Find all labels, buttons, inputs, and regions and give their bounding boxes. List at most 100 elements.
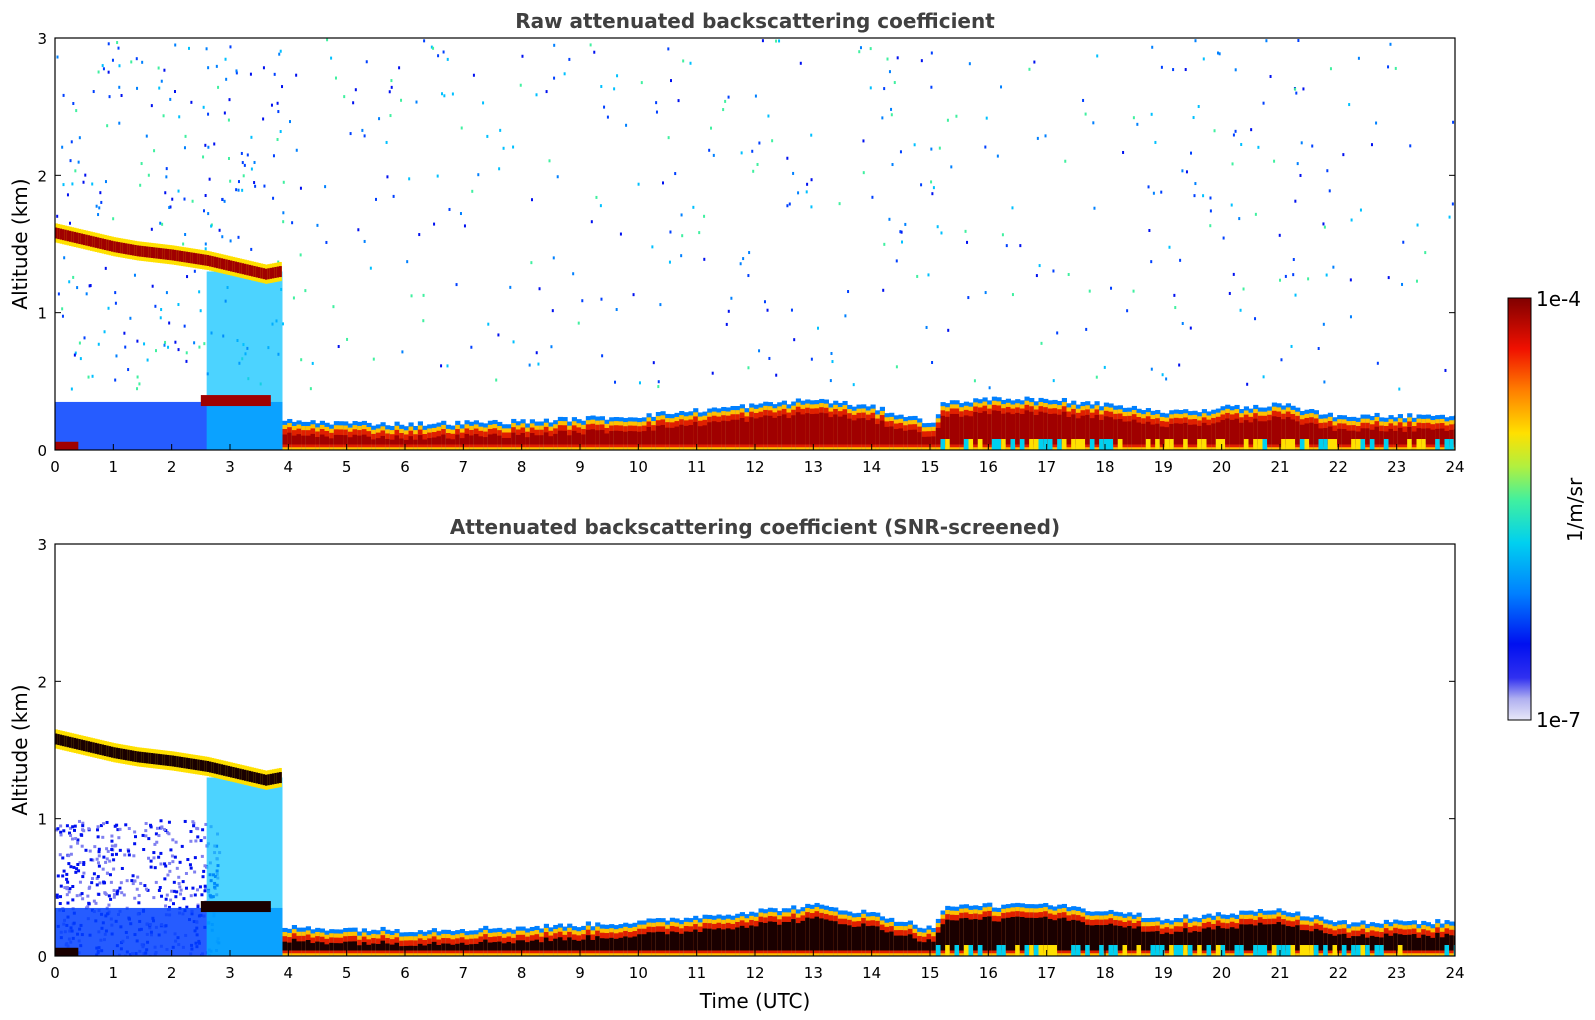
noise-speckle bbox=[545, 90, 548, 94]
boundary-layer-cell bbox=[837, 416, 843, 445]
noise-speckle bbox=[550, 345, 553, 349]
cloud-cell bbox=[276, 266, 280, 278]
boundary-layer-cell bbox=[1080, 415, 1086, 445]
boundary-layer-cell bbox=[557, 430, 563, 445]
cloud-cell bbox=[127, 749, 131, 761]
aerosol-cell bbox=[105, 857, 109, 861]
boundary-layer-cell bbox=[683, 931, 689, 951]
noise-speckle bbox=[1148, 228, 1151, 232]
boundary-layer-cell bbox=[1085, 414, 1091, 445]
noise-speckle bbox=[1240, 142, 1243, 146]
noise-speckle bbox=[810, 133, 813, 137]
noise-speckle bbox=[361, 128, 364, 132]
boundary-layer-cell bbox=[333, 943, 339, 951]
cloud-cell bbox=[169, 249, 173, 261]
noise-speckle bbox=[237, 235, 240, 239]
boundary-layer-cell bbox=[1131, 419, 1137, 445]
cloud-cell bbox=[262, 268, 266, 280]
noise-speckle bbox=[330, 56, 333, 60]
cloud-cell bbox=[113, 747, 117, 759]
boundary-layer-cell bbox=[987, 916, 993, 951]
noise-speckle bbox=[115, 354, 118, 358]
boundary-layer-cell bbox=[912, 938, 918, 951]
noise-speckle bbox=[272, 154, 275, 158]
noise-speckle bbox=[223, 199, 226, 203]
noise-speckle bbox=[793, 338, 796, 342]
cloud-cell bbox=[139, 751, 142, 763]
boundary-layer-cell bbox=[893, 935, 899, 951]
boundary-layer-cell bbox=[623, 936, 629, 951]
boundary-layer-cell bbox=[823, 413, 829, 445]
boundary-layer-cell bbox=[744, 927, 750, 951]
noise-speckle bbox=[61, 314, 64, 318]
noise-speckle bbox=[279, 130, 282, 134]
boundary-layer-cell bbox=[1318, 428, 1324, 445]
aerosol-cell bbox=[169, 848, 173, 852]
cloud-cell bbox=[66, 736, 70, 748]
noise-speckle bbox=[114, 291, 117, 295]
x-tick-label: 15 bbox=[920, 458, 939, 476]
noise-speckle bbox=[84, 173, 87, 177]
noise-speckle bbox=[692, 205, 695, 209]
noise-speckle bbox=[455, 283, 458, 287]
boundary-layer-cell bbox=[847, 418, 853, 445]
noise-speckle bbox=[1084, 112, 1087, 116]
boundary-layer-cell bbox=[711, 421, 717, 445]
cloud-cell bbox=[132, 244, 135, 256]
aerosol-cell bbox=[189, 839, 193, 843]
noise-speckle bbox=[932, 186, 935, 190]
noise-speckle bbox=[70, 140, 73, 144]
boundary-layer-cell bbox=[599, 938, 605, 951]
boundary-layer-cell bbox=[968, 439, 974, 450]
noise-speckle bbox=[512, 340, 515, 344]
boundary-layer-cell bbox=[487, 942, 493, 951]
noise-speckle bbox=[739, 262, 742, 266]
noise-speckle bbox=[727, 309, 730, 313]
boundary-layer-cell bbox=[581, 434, 587, 445]
aerosol-cell bbox=[55, 895, 59, 899]
noise-speckle bbox=[810, 178, 813, 182]
boundary-layer-cell bbox=[814, 916, 820, 951]
noise-speckle bbox=[104, 266, 107, 270]
boundary-layer-cell bbox=[977, 412, 983, 445]
noise-speckle bbox=[72, 275, 75, 279]
boundary-layer-cell bbox=[1197, 945, 1203, 956]
boundary-layer-cell bbox=[907, 934, 913, 951]
noise-speckle bbox=[869, 86, 872, 90]
noise-speckle bbox=[183, 146, 186, 150]
cloud-cell bbox=[90, 741, 93, 753]
cloud-cell bbox=[258, 773, 261, 785]
cloud-cell bbox=[213, 256, 217, 268]
boundary-layer-cell bbox=[926, 436, 932, 445]
noise-speckle bbox=[295, 73, 298, 77]
boundary-layer-cell bbox=[1332, 935, 1338, 951]
noise-speckle bbox=[1184, 68, 1187, 72]
noise-speckle bbox=[703, 257, 706, 261]
noise-speckle bbox=[883, 242, 886, 246]
noise-speckle bbox=[300, 358, 303, 362]
cloud-cell bbox=[55, 227, 58, 239]
boundary-layer-cell bbox=[1341, 933, 1347, 951]
boundary-layer-cell bbox=[917, 432, 923, 445]
boundary-layer-cell bbox=[1071, 439, 1077, 450]
cloud-cell bbox=[157, 753, 161, 765]
boundary-layer-cell bbox=[422, 945, 428, 951]
noise-speckle bbox=[940, 231, 943, 235]
noise-speckle bbox=[758, 349, 761, 353]
boundary-layer-cell bbox=[945, 945, 951, 956]
boundary-layer-cell bbox=[436, 436, 442, 445]
aerosol-cell bbox=[59, 824, 63, 828]
noise-speckle bbox=[136, 86, 139, 90]
boundary-layer-cell bbox=[669, 931, 675, 951]
boundary-layer-cell bbox=[1075, 920, 1081, 951]
noise-speckle bbox=[374, 197, 377, 201]
aerosol-cell bbox=[199, 839, 203, 843]
boundary-layer-cell bbox=[1229, 927, 1235, 951]
boundary-layer-cell bbox=[571, 430, 577, 445]
noise-speckle bbox=[1398, 387, 1401, 391]
noise-speckle bbox=[509, 285, 512, 289]
boundary-layer-cell bbox=[333, 434, 339, 445]
noise-speckle bbox=[311, 361, 314, 365]
noise-speckle bbox=[92, 90, 95, 94]
aerosol-cell bbox=[65, 893, 69, 897]
